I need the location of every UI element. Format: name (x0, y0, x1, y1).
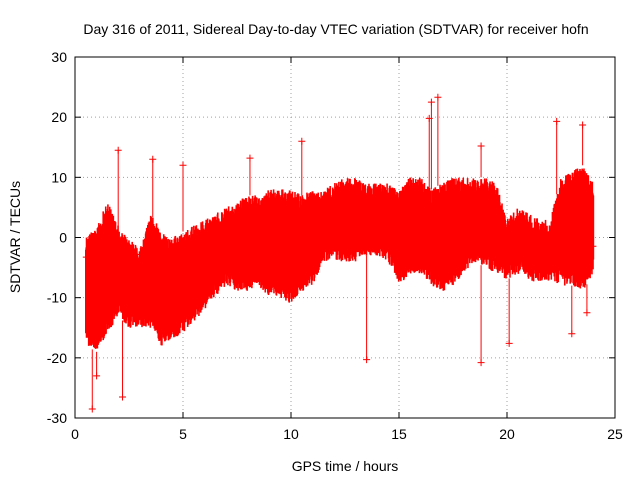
data-series (82, 93, 597, 413)
x-tick-label: 0 (71, 426, 79, 442)
outlier-point (568, 330, 576, 338)
y-tick-label: -20 (47, 350, 67, 366)
outlier-point (427, 98, 435, 106)
x-tick-label: 20 (499, 426, 515, 442)
outlier-point (298, 137, 306, 145)
outlier-point (149, 155, 157, 163)
y-tick-label: 30 (51, 49, 67, 65)
outlier-point (434, 93, 442, 101)
x-tick-label: 5 (179, 426, 187, 442)
chart-title: Day 316 of 2011, Sidereal Day-to-day VTE… (83, 21, 588, 37)
x-tick-label: 15 (391, 426, 407, 442)
axis-ticks: 0 5 10 15 20 25 -30 -20 -10 0 10 20 30 (47, 49, 623, 442)
outlier-point (505, 339, 513, 347)
y-tick-label: 20 (51, 109, 67, 125)
data-point (590, 243, 597, 250)
outlier-point (114, 146, 122, 154)
outlier-point (583, 309, 591, 317)
outlier-point (477, 142, 485, 150)
x-axis-label: GPS time / hours (292, 458, 399, 474)
y-axis-label: SDTVAR / TECUs (7, 181, 23, 293)
outlier-point (363, 356, 371, 364)
outlier-point (246, 154, 254, 162)
y-tick-label: 0 (59, 230, 67, 246)
outlier-point (553, 117, 561, 125)
outlier-point (477, 359, 485, 367)
outlier-point (119, 393, 127, 401)
x-tick-label: 25 (607, 426, 623, 442)
outlier-point (88, 405, 96, 413)
outlier-point (93, 372, 101, 380)
y-tick-label: 10 (51, 169, 67, 185)
outlier-point (179, 161, 187, 169)
outlier-point (579, 121, 587, 129)
y-tick-label: -30 (47, 410, 67, 426)
y-tick-label: -10 (47, 290, 67, 306)
x-tick-label: 10 (283, 426, 299, 442)
